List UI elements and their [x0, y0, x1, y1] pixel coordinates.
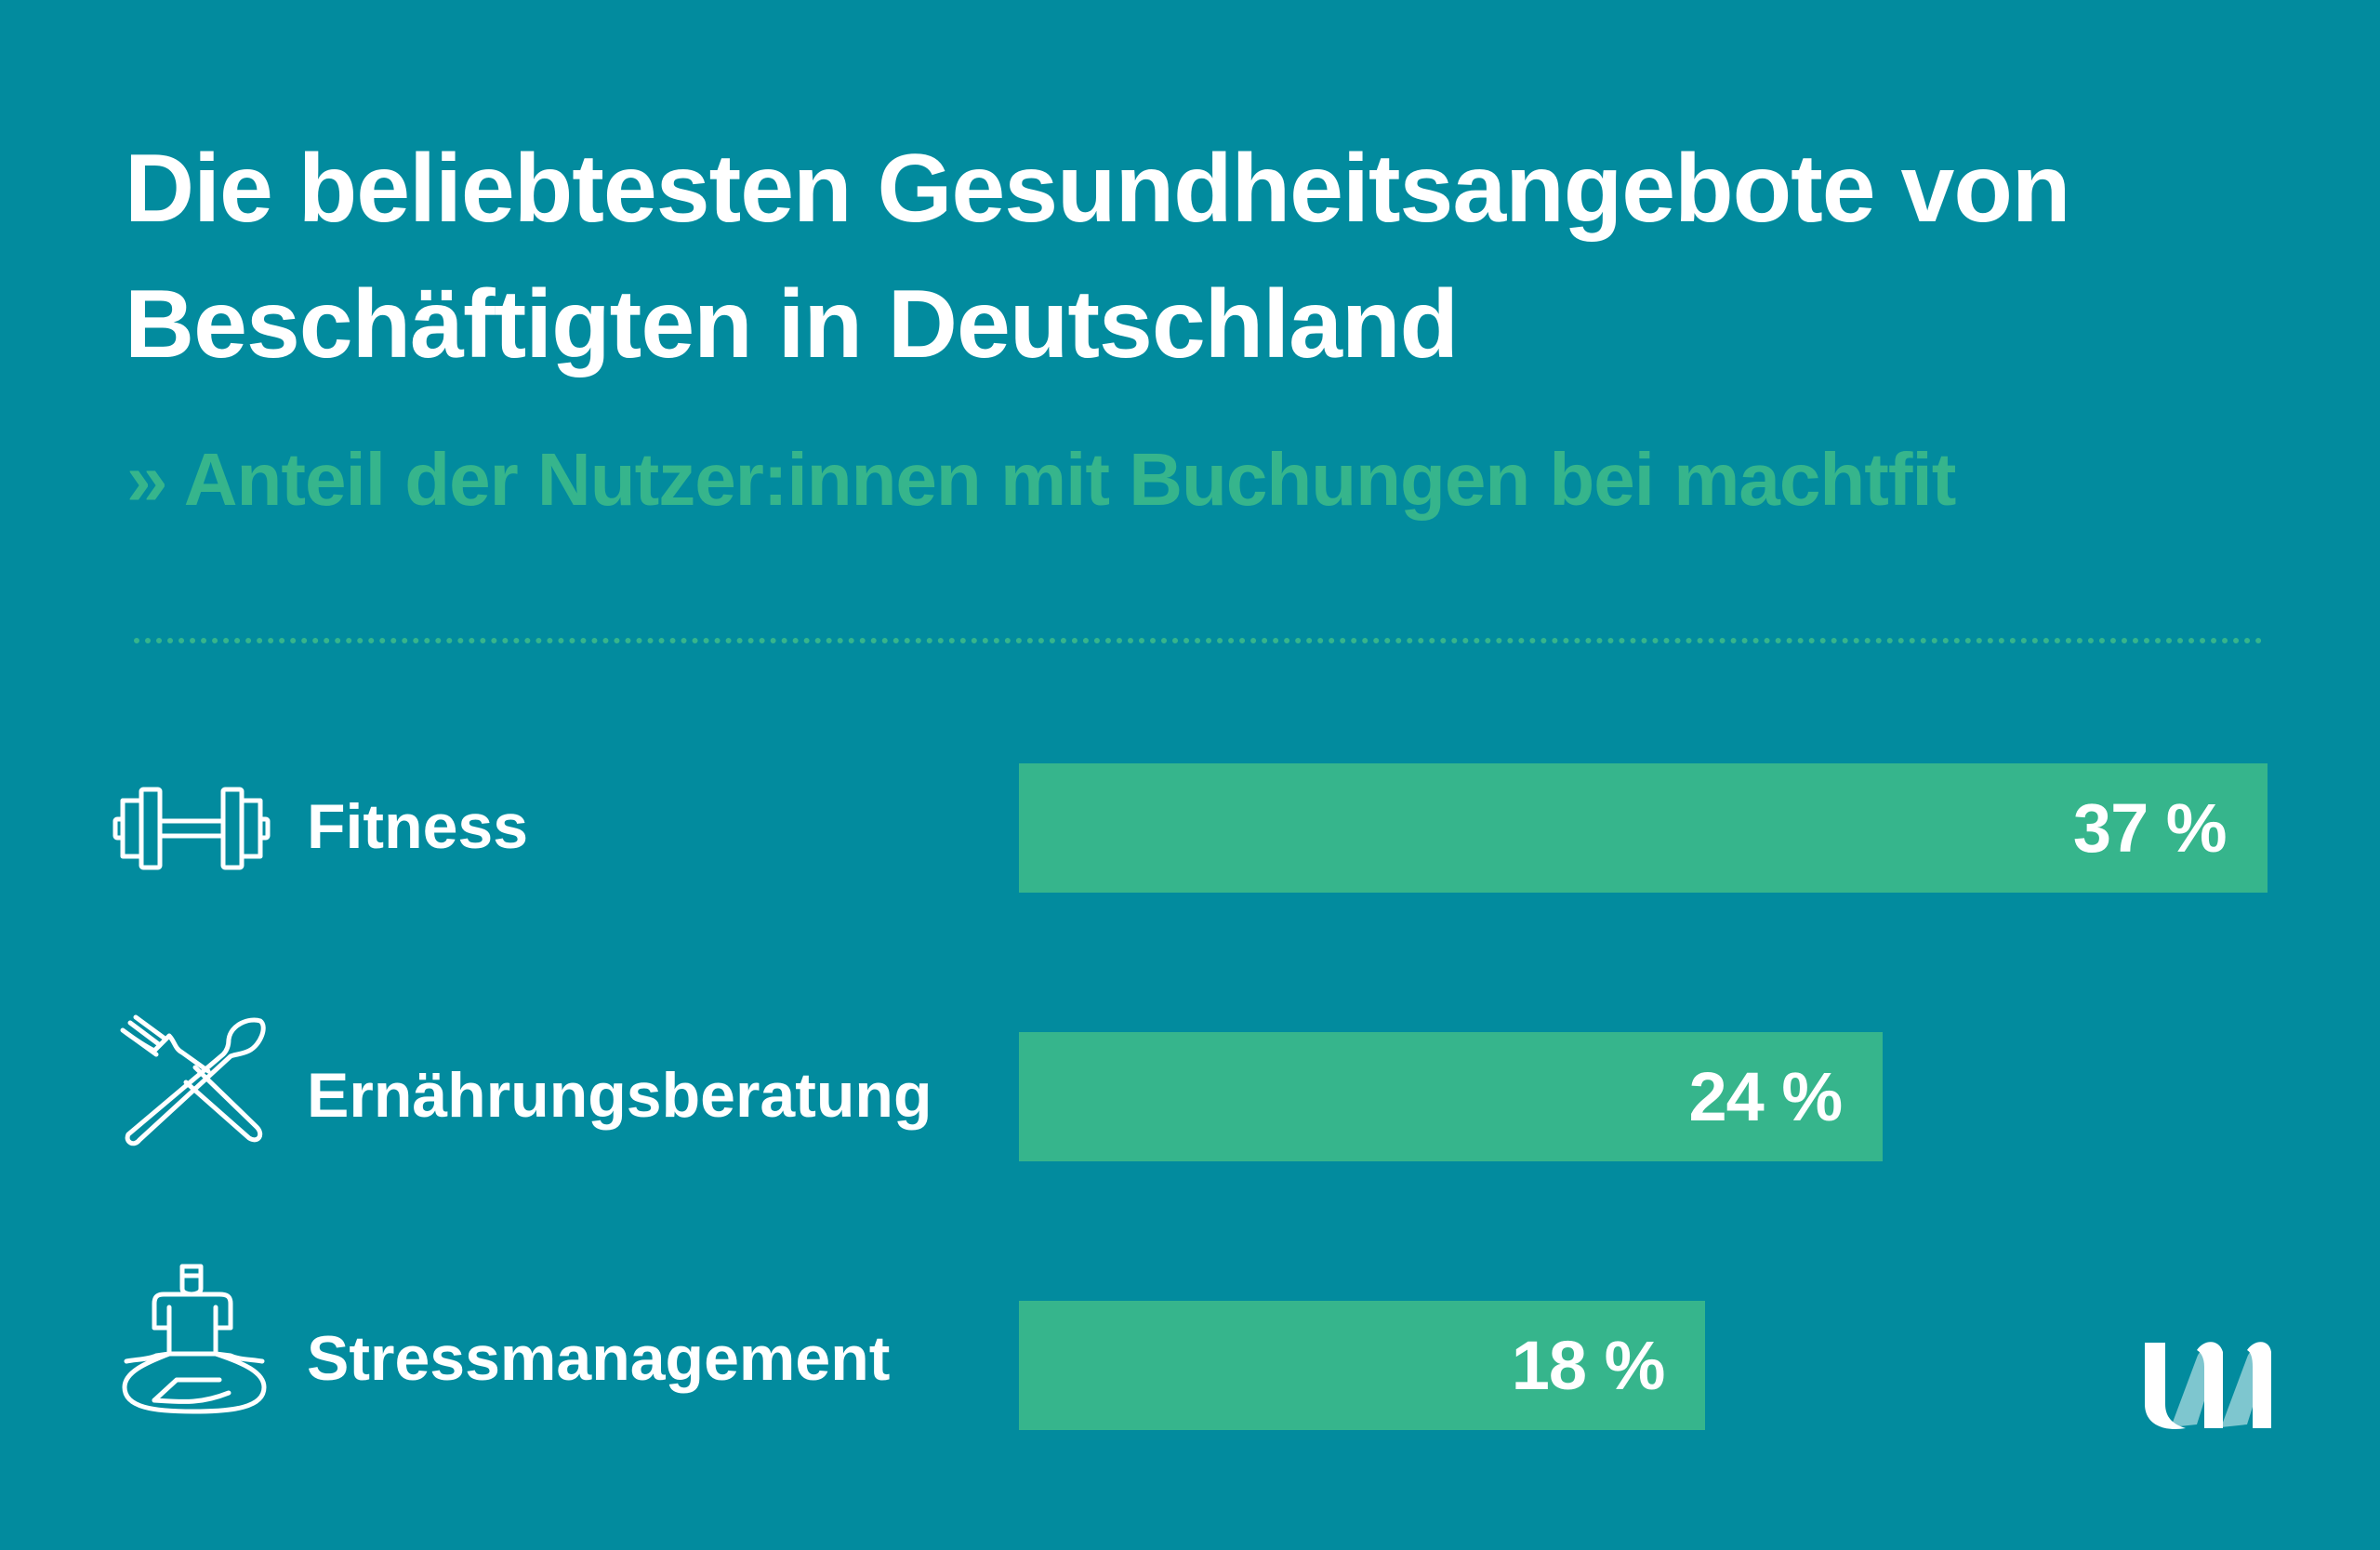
meditation-icon	[122, 1264, 267, 1414]
category-label-fitness: Fitness	[307, 791, 529, 862]
machtfit-logo	[2145, 1342, 2271, 1429]
chart-title: Die beliebtesten Gesundheitsangebote von…	[125, 121, 2070, 392]
fork-spoon-icon	[120, 1014, 266, 1146]
chart-subtitle: » Anteil der Nutzer:innen mit Buchungen …	[126, 438, 1956, 521]
bar-ernaehrungsberatung: 24 %	[1019, 1032, 1884, 1161]
title-line-1: Die beliebtesten Gesundheitsangebote von	[125, 135, 2070, 243]
value-label-stressmanagement: 18 %	[1511, 1327, 1666, 1404]
dumbbell-icon	[112, 787, 271, 870]
category-label-ernaehrungsberatung: Ernährungsberatung	[307, 1060, 932, 1131]
bar-fitness: 37 %	[1019, 763, 2268, 893]
dotted-divider	[134, 638, 2263, 643]
category-label-stressmanagement: Stressmanagement	[307, 1323, 891, 1394]
value-label-ernaehrungsberatung: 24 %	[1688, 1058, 1844, 1135]
title-line-2: Beschäftigten in Deutschland	[125, 271, 1459, 378]
bar-stressmanagement: 18 %	[1019, 1301, 1706, 1430]
value-label-fitness: 37 %	[2072, 789, 2228, 867]
